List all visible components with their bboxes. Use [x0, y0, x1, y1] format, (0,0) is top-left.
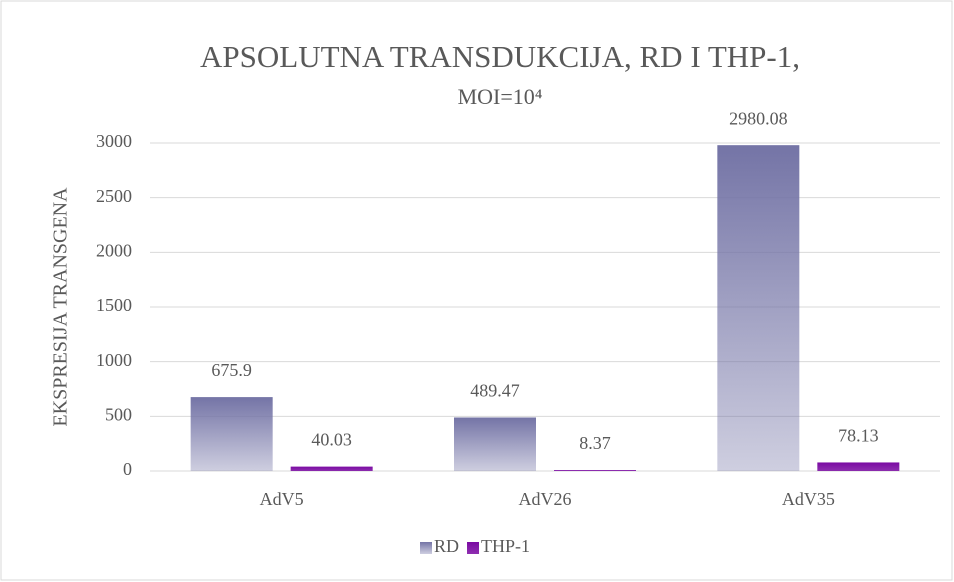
data-label: 2980.08 [729, 108, 788, 128]
data-label: 489.47 [470, 381, 520, 401]
legend-swatch [467, 542, 480, 554]
y-tick-label: 2500 [96, 186, 132, 206]
bar [190, 397, 273, 471]
data-label: 78.13 [838, 426, 879, 446]
x-tick-label: AdV26 [519, 489, 572, 509]
y-tick-label: 3000 [96, 131, 132, 151]
bar [290, 466, 373, 471]
legend-label: RD [434, 536, 459, 556]
bar [817, 462, 900, 471]
y-tick-label: 1000 [96, 350, 132, 370]
x-tick-label: AdV5 [260, 489, 304, 509]
y-tick-label: 1500 [96, 295, 132, 315]
y-axis-label: EKSPRESIJA TRANSGENA [50, 187, 72, 427]
bar [454, 417, 536, 471]
legend-swatch [420, 542, 432, 554]
y-tick-label: 2000 [96, 240, 132, 260]
data-label: 8.37 [579, 433, 611, 453]
chart-title: APSOLUTNA TRANSDUKCIJA, RD I THP-1, [200, 39, 800, 74]
y-tick-label: 500 [105, 404, 132, 424]
x-tick-label: AdV35 [782, 489, 835, 509]
bar [554, 470, 636, 471]
legend-label: THP-1 [481, 536, 530, 556]
chart-subtitle: MOI=10⁴ [458, 84, 543, 109]
data-label: 675.9 [211, 360, 252, 380]
y-tick-label: 0 [123, 459, 132, 479]
data-label: 40.03 [311, 430, 352, 450]
bar [717, 145, 800, 471]
